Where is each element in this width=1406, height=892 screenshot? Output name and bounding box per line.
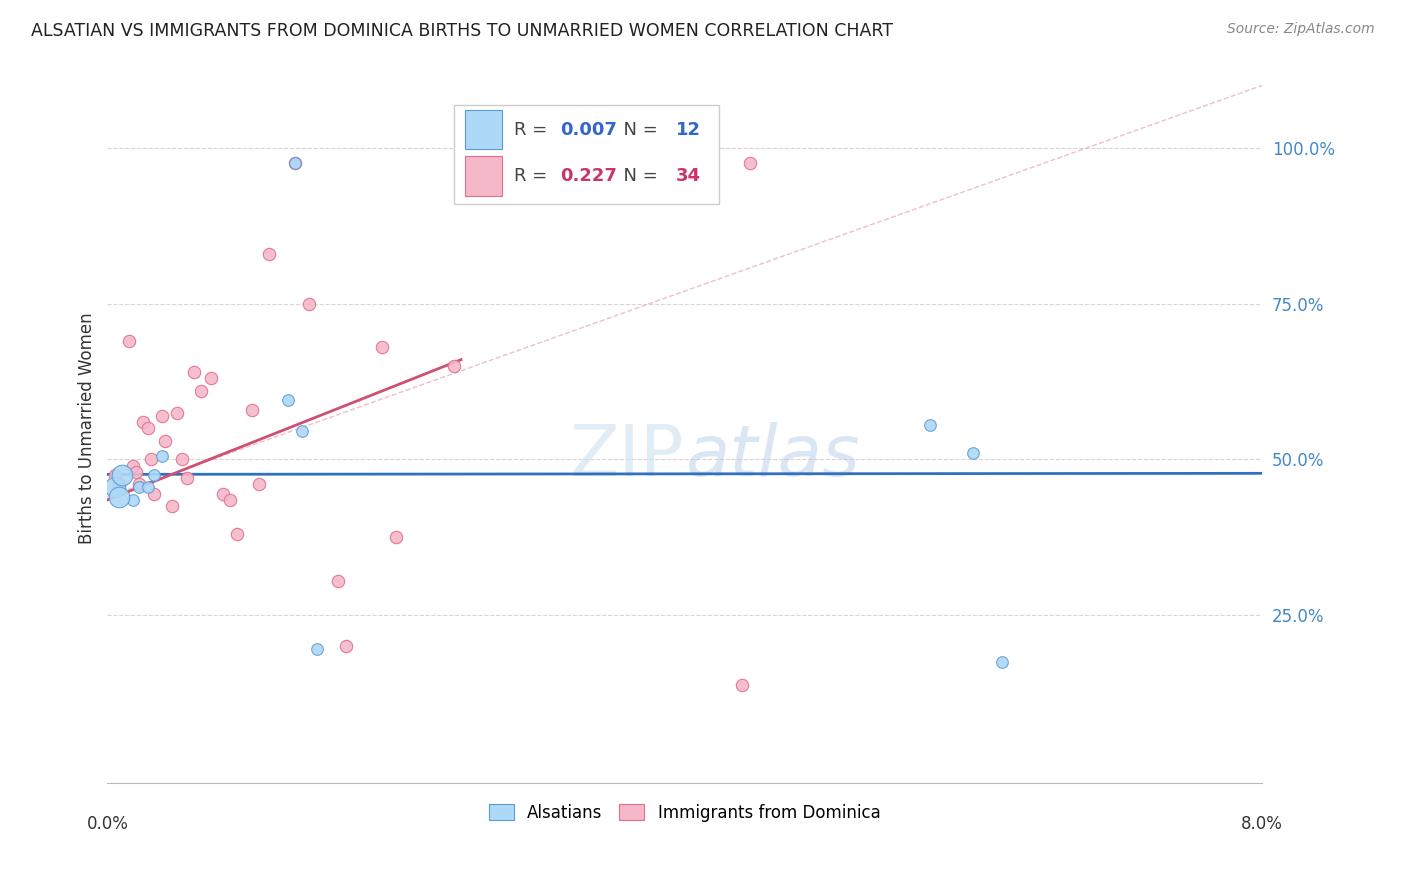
Point <box>150 409 173 423</box>
Point <box>200 371 222 385</box>
Point <box>211 486 233 500</box>
Point <box>139 452 162 467</box>
Point <box>190 384 212 398</box>
Text: ZIP: ZIP <box>571 422 685 491</box>
Point <box>443 359 465 373</box>
Text: N =: N = <box>612 167 664 185</box>
Text: 34: 34 <box>675 167 700 185</box>
Point <box>240 402 263 417</box>
Point <box>153 434 176 448</box>
Point <box>136 421 159 435</box>
Point <box>219 492 242 507</box>
Point <box>257 246 280 260</box>
Point <box>284 156 307 170</box>
Point <box>142 467 165 482</box>
Point <box>108 477 131 491</box>
Text: 0.227: 0.227 <box>560 167 617 185</box>
Point <box>226 527 249 541</box>
Text: ALSATIAN VS IMMIGRANTS FROM DOMINICA BIRTHS TO UNMARRIED WOMEN CORRELATION CHART: ALSATIAN VS IMMIGRANTS FROM DOMINICA BIR… <box>31 22 893 40</box>
Point <box>920 418 942 433</box>
Bar <box>465 156 502 195</box>
Point <box>122 458 145 473</box>
Text: 0.0%: 0.0% <box>86 815 128 833</box>
Text: 12: 12 <box>675 120 700 139</box>
Point <box>183 365 205 379</box>
Point <box>328 574 350 588</box>
Point <box>962 446 984 460</box>
Point <box>150 450 173 464</box>
Y-axis label: Births to Unmarried Women: Births to Unmarried Women <box>79 312 96 544</box>
Point <box>128 480 150 494</box>
Point <box>111 467 134 482</box>
Point <box>132 415 155 429</box>
Point <box>104 480 127 494</box>
Point <box>291 425 314 439</box>
Point <box>172 452 194 467</box>
Point <box>122 492 145 507</box>
Point <box>104 467 127 482</box>
Point <box>284 156 307 170</box>
Point <box>385 530 408 544</box>
Point <box>305 642 328 657</box>
Text: atlas: atlas <box>685 422 859 491</box>
FancyBboxPatch shape <box>454 105 720 204</box>
Point <box>108 490 131 504</box>
Text: R =: R = <box>513 120 553 139</box>
Point <box>277 393 299 408</box>
Point <box>162 499 184 513</box>
Point <box>731 678 754 692</box>
Point <box>166 406 188 420</box>
Point <box>136 480 159 494</box>
Text: 0.007: 0.007 <box>560 120 617 139</box>
Point <box>142 486 165 500</box>
Point <box>991 655 1014 669</box>
Text: 8.0%: 8.0% <box>1241 815 1284 833</box>
Legend: Alsatians, Immigrants from Dominica: Alsatians, Immigrants from Dominica <box>482 797 887 829</box>
Bar <box>465 111 502 149</box>
Point <box>738 156 761 170</box>
Text: N =: N = <box>612 120 664 139</box>
Point <box>335 640 357 654</box>
Point <box>370 340 392 354</box>
Point <box>118 334 141 348</box>
Text: R =: R = <box>513 167 553 185</box>
Point <box>125 465 148 479</box>
Text: Source: ZipAtlas.com: Source: ZipAtlas.com <box>1227 22 1375 37</box>
Point <box>128 477 150 491</box>
Point <box>247 477 270 491</box>
Point <box>176 471 198 485</box>
Point <box>298 296 321 310</box>
